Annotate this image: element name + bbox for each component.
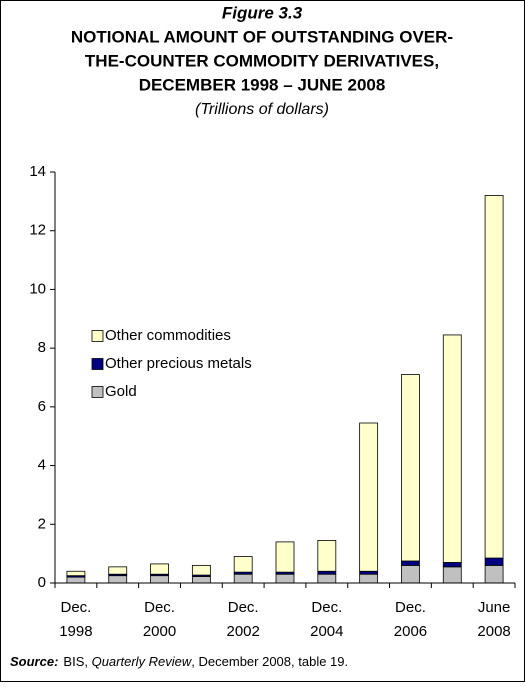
x-tick-label-line: Dec.	[311, 599, 342, 616]
x-tick-label-line: 1998	[59, 623, 92, 640]
bar-segment	[359, 570, 379, 575]
x-tick-label-line: 2000	[143, 623, 176, 640]
bar-segment	[359, 422, 379, 572]
legend-label: Other precious metals	[105, 355, 252, 372]
bar-segment	[442, 334, 462, 563]
bar-segment	[317, 540, 337, 572]
bar-segment	[191, 576, 211, 584]
bar-segment	[108, 566, 128, 575]
y-tick-label: 0	[38, 574, 46, 591]
bar-segment	[108, 575, 128, 584]
bar-segment	[317, 573, 337, 584]
bar-segment	[233, 573, 253, 584]
y-tick-label: 12	[29, 222, 46, 239]
x-tick-label: Dec. 2006	[394, 599, 427, 640]
bar-segment	[442, 562, 462, 568]
source-label: Source:	[10, 654, 58, 669]
bar-segment	[401, 560, 420, 566]
x-tick-label: Dec. 2002	[226, 599, 259, 640]
y-tick-label: 14	[29, 163, 46, 180]
source-text: , December 2008, table 19.	[191, 654, 348, 669]
bar-segment	[66, 570, 86, 577]
x-tick-label-line: Dec.	[144, 599, 175, 616]
legend-swatch	[91, 358, 104, 370]
bar-segment	[233, 556, 253, 573]
bar-segment	[317, 570, 337, 575]
x-tick-label-line: 2002	[226, 623, 259, 640]
bar-segment	[442, 566, 462, 584]
legend-swatch	[91, 330, 104, 342]
x-tick-label-line: Dec.	[395, 599, 426, 616]
chart-title: THE-COUNTER COMMODITY DERIVATIVES,	[85, 51, 439, 70]
legend-label: Other commodities	[105, 327, 231, 344]
source: Source: BIS, Quarterly Review, December 2…	[10, 654, 348, 669]
y-tick-label: 2	[38, 515, 46, 532]
x-tick-label-line: Dec.	[60, 599, 91, 616]
y-tick-label: 6	[38, 398, 46, 415]
x-tick-label-line: Dec.	[228, 599, 259, 616]
x-tick-label: Dec. 1998	[59, 599, 92, 640]
bar-segment	[150, 563, 169, 575]
chart-title: NOTIONAL AMOUNT OF OUTSTANDING OVER-	[71, 27, 453, 46]
legend-swatch	[91, 386, 104, 398]
chart-title: DECEMBER 1998 – JUNE 2008	[139, 75, 386, 94]
bar-segment	[359, 573, 379, 584]
chart-subtitle: (Trillions of dollars)	[195, 101, 329, 118]
bar-segment	[150, 575, 169, 584]
x-tick-label-line: 2004	[310, 623, 343, 640]
legend-label: Gold	[105, 383, 137, 400]
x-tick-label-line: 2008	[477, 623, 510, 640]
bar-segment	[401, 374, 420, 562]
bar-segment	[484, 195, 504, 559]
bar-segment	[275, 573, 295, 584]
figure-label: Figure 3.3	[222, 3, 303, 22]
x-tick-label: Dec. 2000	[143, 599, 176, 640]
bar-segment	[191, 564, 211, 576]
x-tick-label: June 2008	[477, 599, 510, 640]
y-tick-label: 4	[38, 457, 46, 474]
x-tick-label-line: 2006	[394, 623, 427, 640]
bar-segment	[401, 564, 420, 584]
source-publication: Quarterly Review	[92, 654, 193, 669]
bar-segment	[66, 576, 86, 584]
bar-segment	[275, 541, 295, 573]
source-text: BIS,	[63, 654, 91, 669]
bar-segment	[484, 564, 504, 584]
y-tick-label: 10	[29, 280, 46, 297]
x-tick-label: Dec. 2004	[310, 599, 343, 640]
bar-segment	[484, 557, 504, 566]
y-tick-label: 8	[38, 339, 46, 356]
x-tick-label-line: June	[478, 599, 511, 616]
